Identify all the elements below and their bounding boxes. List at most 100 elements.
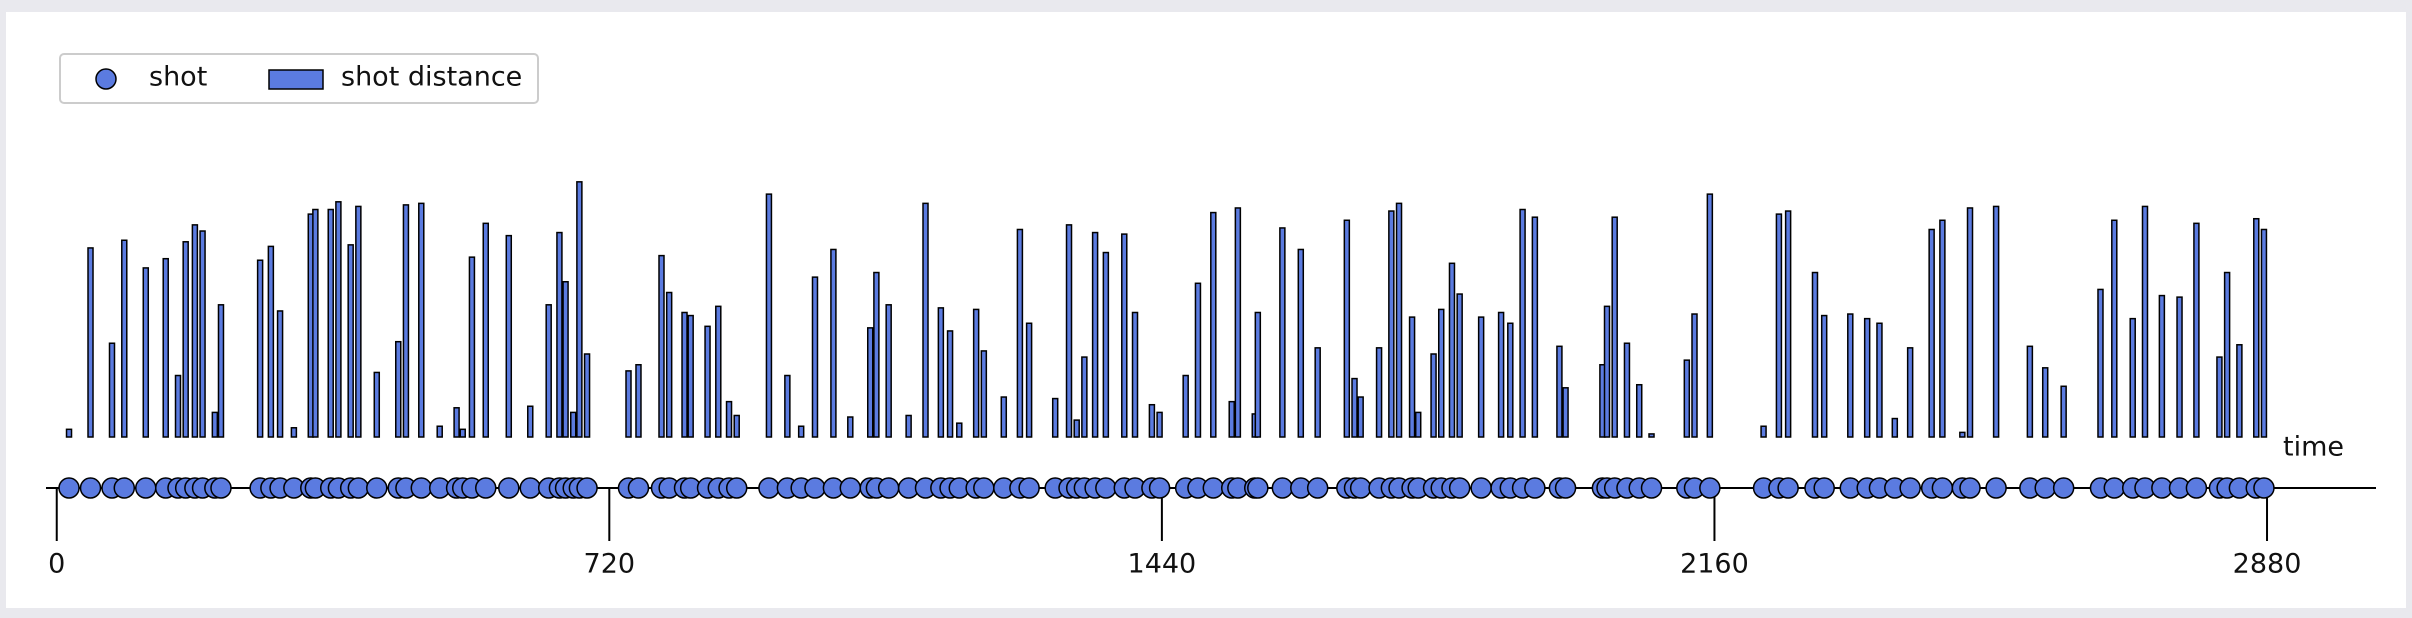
bar (545, 304, 552, 438)
bar (211, 411, 219, 438)
bar (327, 208, 334, 438)
bar (1073, 419, 1080, 438)
bar (562, 280, 569, 438)
shot-marker (2052, 477, 2075, 499)
bar (256, 259, 264, 438)
bar (946, 330, 954, 438)
bar (2216, 356, 2223, 438)
bar (1847, 313, 1854, 438)
bar (1939, 219, 1946, 438)
bar (1210, 211, 1217, 438)
bar (2158, 294, 2166, 438)
bar (1775, 213, 1783, 438)
bar (1234, 207, 1242, 438)
bar (830, 248, 837, 438)
bar (556, 231, 563, 438)
bar (2041, 367, 2049, 438)
bar (569, 411, 577, 438)
bar (1603, 305, 1611, 438)
bar (1928, 228, 1935, 438)
x-tick-label: 1440 (1128, 549, 1197, 580)
bar (2176, 296, 2183, 438)
bar (1279, 227, 1286, 438)
shot-marker (498, 477, 520, 499)
bar (1477, 316, 1485, 438)
legend-label: shot (149, 62, 207, 93)
bar (276, 310, 284, 438)
bar (956, 422, 963, 438)
bar (1254, 311, 1262, 438)
shot-marker (113, 477, 136, 499)
shot-marker (1985, 477, 2007, 499)
shot-marker (1899, 477, 1921, 499)
bar (108, 342, 116, 438)
shot-marker (1777, 477, 1799, 499)
bar (2253, 217, 2260, 438)
bar (1456, 293, 1463, 438)
bar (784, 374, 791, 438)
shot-marker (1699, 477, 1721, 499)
bar (1000, 396, 1008, 438)
bar (2193, 222, 2200, 438)
bar (885, 304, 892, 438)
bar (2223, 271, 2231, 438)
bar (2026, 345, 2034, 438)
bar (2111, 219, 2118, 438)
bar (1228, 400, 1235, 438)
bar (1959, 431, 1966, 438)
bar (1091, 231, 1099, 438)
bar (1148, 403, 1156, 438)
bar (2129, 317, 2136, 438)
bar (482, 222, 490, 438)
shot-marker (366, 477, 388, 499)
bar (1691, 313, 1698, 438)
bar (505, 234, 513, 438)
shot-marker (576, 477, 598, 499)
shot-marker (1148, 477, 1171, 499)
bar (2236, 344, 2243, 438)
bar (1388, 210, 1395, 438)
bar (972, 308, 980, 438)
bar (267, 245, 275, 438)
bar (1414, 411, 1422, 438)
bar (1182, 374, 1189, 438)
bar (65, 428, 73, 438)
bar (199, 230, 206, 438)
bar (355, 205, 362, 438)
x-tick-label: 720 (584, 549, 636, 580)
shot-marker (210, 477, 232, 499)
shot-marker (1813, 477, 1835, 499)
bar (1314, 347, 1321, 438)
bar (1760, 425, 1767, 438)
x-tick-label: 0 (48, 549, 65, 580)
bar (1556, 345, 1563, 438)
bar (87, 247, 94, 438)
bar (217, 304, 225, 438)
shot-marker (1018, 477, 1040, 499)
bar (1430, 353, 1437, 438)
x-tick-label: 2880 (2233, 549, 2302, 580)
bar (373, 371, 381, 438)
bar (1623, 342, 1631, 438)
bar (980, 350, 988, 438)
shot-marker (725, 477, 748, 499)
bar (1992, 205, 2000, 438)
bar (725, 400, 733, 438)
bar (1820, 314, 1828, 438)
bar (1343, 219, 1351, 438)
bar (1408, 316, 1416, 438)
bar (468, 256, 476, 438)
bar (733, 414, 740, 438)
shot-marker (2185, 477, 2208, 499)
bar (459, 428, 466, 438)
bar (937, 307, 945, 438)
bar (1611, 216, 1618, 438)
bar (1357, 396, 1364, 438)
shot-marker (1247, 477, 1269, 499)
bar (1531, 216, 1539, 438)
bar (1081, 356, 1088, 438)
bar (905, 414, 912, 438)
bar (1562, 387, 1569, 438)
shot-marker (1524, 477, 1546, 499)
